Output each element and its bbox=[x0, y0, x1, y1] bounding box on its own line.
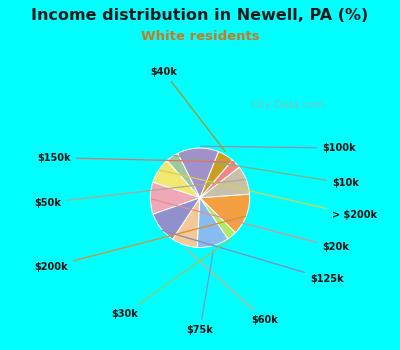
Wedge shape bbox=[200, 160, 239, 198]
Wedge shape bbox=[197, 198, 228, 247]
Text: $100k: $100k bbox=[201, 143, 356, 153]
Wedge shape bbox=[167, 153, 200, 198]
Text: $125k: $125k bbox=[162, 230, 344, 284]
Text: Income distribution in Newell, PA (%): Income distribution in Newell, PA (%) bbox=[31, 8, 369, 23]
Text: $50k: $50k bbox=[34, 180, 245, 208]
Wedge shape bbox=[173, 198, 200, 247]
Wedge shape bbox=[200, 167, 250, 198]
Text: $40k: $40k bbox=[150, 66, 225, 152]
Text: City-Data.com: City-Data.com bbox=[251, 100, 325, 110]
Text: $30k: $30k bbox=[111, 239, 231, 319]
Wedge shape bbox=[178, 148, 219, 198]
Wedge shape bbox=[200, 194, 250, 233]
Text: $60k: $60k bbox=[186, 248, 278, 325]
Text: White residents: White residents bbox=[141, 30, 259, 43]
Wedge shape bbox=[150, 182, 200, 214]
Wedge shape bbox=[153, 161, 200, 198]
Wedge shape bbox=[200, 152, 232, 198]
Text: $75k: $75k bbox=[186, 250, 214, 335]
Text: $200k: $200k bbox=[34, 216, 246, 272]
Wedge shape bbox=[153, 198, 200, 239]
Text: $10k: $10k bbox=[174, 155, 359, 188]
Text: > $200k: > $200k bbox=[160, 170, 377, 220]
Text: $20k: $20k bbox=[151, 199, 349, 252]
Text: $150k: $150k bbox=[37, 153, 234, 163]
Wedge shape bbox=[200, 198, 236, 239]
